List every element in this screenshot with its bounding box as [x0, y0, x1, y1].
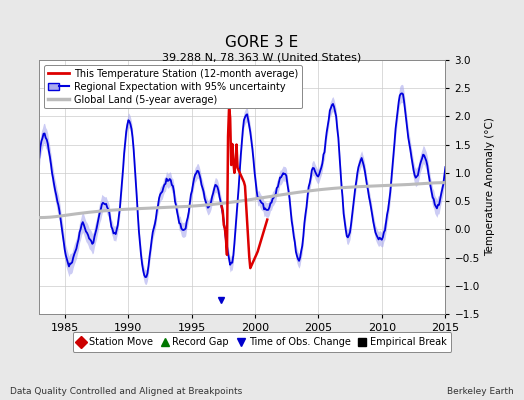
Text: Data Quality Controlled and Aligned at Breakpoints: Data Quality Controlled and Aligned at B…	[10, 387, 243, 396]
Legend: Station Move, Record Gap, Time of Obs. Change, Empirical Break: Station Move, Record Gap, Time of Obs. C…	[72, 332, 452, 352]
Y-axis label: Temperature Anomaly (°C): Temperature Anomaly (°C)	[485, 118, 495, 256]
Text: 39.288 N, 78.363 W (United States): 39.288 N, 78.363 W (United States)	[162, 52, 362, 62]
Text: Berkeley Earth: Berkeley Earth	[447, 387, 514, 396]
Text: GORE 3 E: GORE 3 E	[225, 35, 299, 50]
Legend: This Temperature Station (12-month average), Regional Expectation with 95% uncer: This Temperature Station (12-month avera…	[44, 65, 302, 108]
